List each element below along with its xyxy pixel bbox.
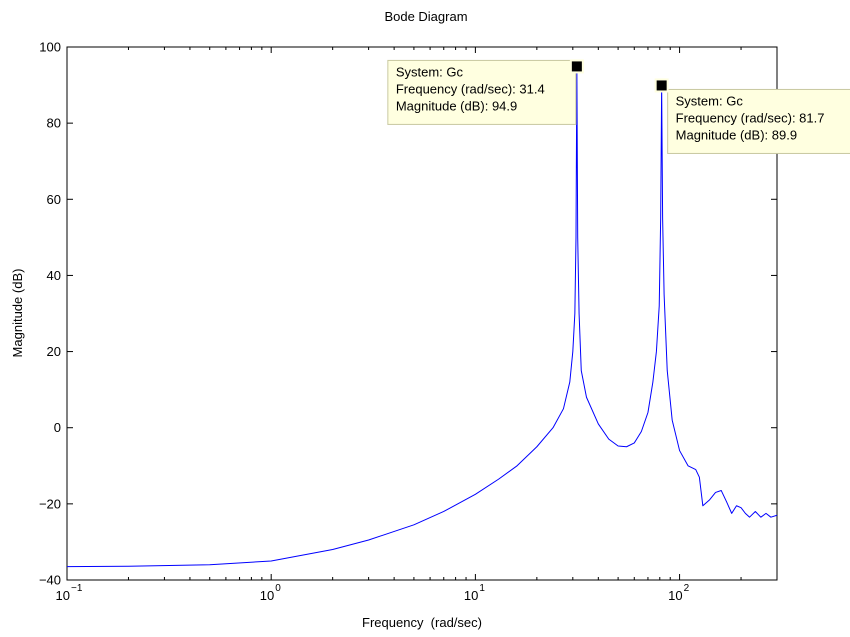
data-point — [632, 440, 637, 445]
data-tip[interactable]: System: Gc Frequency (rad/sec): 81.7 Magni… — [654, 78, 850, 154]
y-tick-label: 80 — [47, 116, 61, 131]
data-point — [719, 488, 724, 493]
y-axis-label: Magnitude (dB) — [10, 269, 25, 358]
y-tick-label: 100 — [39, 40, 61, 55]
x-tick-base: 10 — [260, 588, 274, 603]
data-point — [441, 509, 446, 514]
data-point — [579, 368, 584, 373]
data-tip-text: System: Gc — [676, 93, 744, 108]
data-tip-box — [667, 88, 850, 154]
data-tip-text: System: Gc — [396, 64, 464, 79]
data-point — [686, 463, 691, 468]
x-axis-label: Frequency (rad/sec) — [362, 615, 482, 630]
x-tick-base: 10 — [464, 588, 478, 603]
data-point — [65, 564, 70, 569]
data-point — [551, 425, 556, 430]
x-tick-label: 10 −1 — [56, 583, 83, 603]
data-point — [724, 499, 729, 504]
x-tick-base: 10 — [56, 588, 70, 603]
data-point — [596, 421, 601, 426]
y-tick-label: 0 — [54, 420, 61, 435]
data-point — [330, 547, 335, 552]
data-point — [707, 498, 712, 503]
data-point — [577, 311, 582, 316]
magnitude-curve — [66, 65, 778, 568]
data-point — [496, 477, 501, 482]
data-point — [515, 463, 520, 468]
data-point — [473, 492, 478, 497]
data-point — [734, 503, 739, 508]
data-tip-marker[interactable] — [571, 61, 582, 72]
x-tick-exponent: −1 — [71, 583, 83, 594]
data-point — [768, 515, 773, 520]
data-point — [758, 515, 763, 520]
data-tip-text: Frequency (rad/sec): 81.7 — [676, 110, 825, 125]
x-tick-exponent: 1 — [479, 583, 485, 594]
data-point — [763, 511, 768, 516]
x-tick-label: 10 1 — [464, 583, 485, 603]
data-point — [693, 467, 698, 472]
data-tip-box — [387, 59, 577, 125]
data-point — [729, 511, 734, 516]
data-tips: System: Gc Frequency (rad/sec): 31.4 Magni… — [387, 59, 850, 154]
data-point — [606, 437, 611, 442]
data-tip-text: Magnitude (dB): 94.9 — [396, 98, 517, 113]
data-point — [660, 216, 665, 221]
y-tick-label: 40 — [47, 268, 61, 283]
data-point — [584, 395, 589, 400]
data-point — [561, 406, 566, 411]
data-point — [662, 292, 667, 297]
x-tick-exponent: 2 — [684, 583, 690, 594]
y-tick-label: −20 — [39, 496, 61, 511]
data-tip-marker[interactable] — [656, 80, 667, 91]
data-point — [753, 509, 758, 514]
data-tip-text: Magnitude (dB): 89.9 — [676, 127, 797, 142]
data-point — [713, 490, 718, 495]
data-point — [650, 380, 655, 385]
data-tip[interactable]: System: Gc Frequency (rad/sec): 31.4 Magni… — [387, 59, 584, 125]
data-point — [775, 513, 780, 518]
data-point — [657, 303, 662, 308]
data-point — [207, 562, 212, 567]
x-tick-label: 10 2 — [668, 583, 689, 603]
data-point — [624, 444, 629, 449]
data-point — [747, 515, 752, 520]
data-point — [567, 380, 572, 385]
data-point — [645, 410, 650, 415]
y-tick-label: −40 — [39, 573, 61, 588]
data-tip-text: Frequency (rad/sec): 31.4 — [396, 81, 545, 96]
data-point — [366, 538, 371, 543]
data-point — [575, 235, 580, 240]
data-point — [697, 475, 702, 480]
x-tick-label: 10 0 — [260, 583, 281, 603]
data-point — [677, 448, 682, 453]
y-tick-label: 20 — [47, 344, 61, 359]
data-point — [665, 368, 670, 373]
data-point — [670, 418, 675, 423]
data-point — [616, 443, 621, 448]
data-point — [126, 564, 131, 569]
x-tick-exponent: 0 — [275, 583, 281, 594]
x-tick-base: 10 — [668, 588, 682, 603]
y-tick-label: 60 — [47, 192, 61, 207]
data-point — [269, 558, 274, 563]
curve-layer — [65, 65, 780, 569]
data-point — [654, 349, 659, 354]
data-point — [570, 349, 575, 354]
data-point — [411, 522, 416, 527]
data-point — [743, 511, 748, 516]
data-point — [534, 444, 539, 449]
data-point — [639, 429, 644, 434]
data-point — [700, 503, 705, 508]
chart-title: Bode Diagram — [384, 9, 467, 24]
data-point — [739, 505, 744, 510]
